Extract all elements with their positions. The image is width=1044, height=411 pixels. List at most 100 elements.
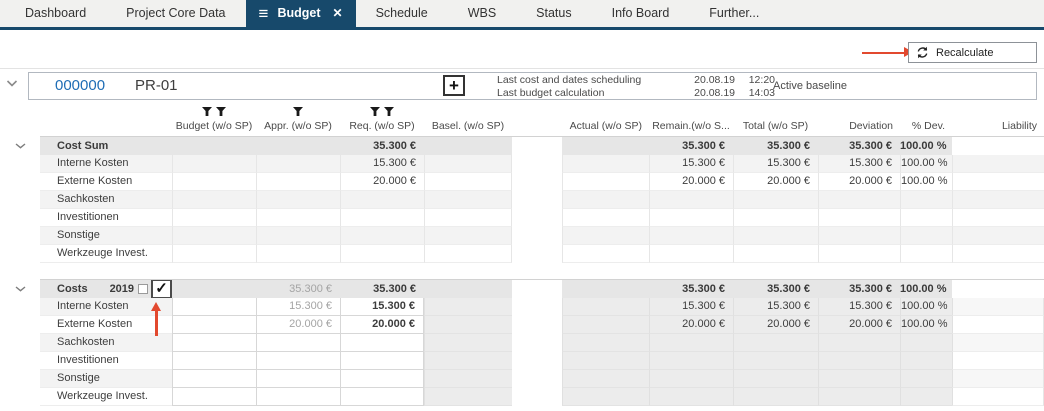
cell-remain: 15.300 € — [649, 298, 733, 316]
cell-req — [340, 245, 424, 263]
cell-liability — [952, 352, 1044, 370]
cell-actual — [562, 191, 649, 209]
cell-remain: 15.300 € — [649, 155, 733, 173]
cell-req-input[interactable]: 15.300 € — [340, 298, 424, 316]
table-gap — [512, 370, 562, 388]
cell-budget — [172, 227, 256, 245]
cell-basel — [424, 245, 512, 263]
col-req: Req. (w/o SP) — [340, 104, 424, 136]
tab-further[interactable]: Further... — [709, 6, 760, 20]
header-label-col — [40, 104, 172, 136]
section-chevron-icon[interactable] — [0, 279, 40, 299]
col-deviation: Deviation — [849, 120, 893, 132]
cell-liability — [952, 245, 1044, 263]
filter-funnel-icon[interactable] — [256, 107, 340, 116]
cell-appr — [256, 245, 340, 263]
table-gap — [512, 173, 562, 191]
cell-req-input[interactable] — [340, 388, 424, 406]
cell-appr-input[interactable] — [256, 370, 340, 388]
tab-status[interactable]: Status — [536, 6, 572, 20]
cell-req — [340, 191, 424, 209]
cell-basel — [424, 298, 512, 316]
cell-req-input[interactable] — [340, 370, 424, 388]
table-gap — [512, 334, 562, 352]
cell-actual — [562, 245, 649, 263]
cell-req-input[interactable] — [340, 334, 424, 352]
table-row: Investitionen — [0, 352, 1044, 370]
cell-req — [340, 209, 424, 227]
cell-budget — [172, 155, 256, 173]
cell-budget-input[interactable] — [172, 298, 256, 316]
add-button[interactable]: + — [443, 75, 465, 96]
cell-appr-input[interactable] — [256, 334, 340, 352]
recalculate-button[interactable]: Recalculate — [908, 42, 1037, 63]
cell-pdev — [900, 227, 952, 245]
tab-project-core-data[interactable]: Project Core Data — [126, 6, 226, 20]
hamburger-menu-icon[interactable]: ≡ — [258, 4, 269, 23]
filter-funnel-double-icon[interactable] — [172, 107, 256, 116]
cell-budget-input[interactable] — [172, 352, 256, 370]
recalculate-annotation-arrow — [862, 47, 913, 57]
cell-total — [733, 191, 818, 209]
cell-appr-input[interactable] — [256, 388, 340, 406]
cell-appr — [256, 227, 340, 245]
cell-pdev — [900, 191, 952, 209]
cell-budget-input[interactable] — [172, 316, 256, 334]
table-row: Sachkosten — [0, 191, 1044, 209]
cell-remain: 35.300 € — [649, 279, 733, 299]
tab-dashboard[interactable]: Dashboard — [25, 6, 87, 20]
cell-budget — [172, 209, 256, 227]
row-gutter — [0, 370, 40, 388]
cell-appr-input[interactable] — [256, 352, 340, 370]
section-chevron-icon[interactable] — [0, 136, 40, 156]
table-gap — [512, 155, 562, 173]
cell-liability — [952, 316, 1044, 334]
cell-liability — [952, 136, 1044, 156]
table-row: Interne Kosten 15.300 € 15.300 € 15.300 … — [0, 298, 1044, 316]
year-checkbox[interactable] — [138, 284, 149, 294]
cell-budget-input[interactable] — [172, 334, 256, 352]
col-budget: Budget (w/o SP) — [172, 104, 256, 136]
cell-req: 20.000 € — [340, 173, 424, 191]
cell-budget-input[interactable] — [172, 388, 256, 406]
cell-basel — [424, 209, 512, 227]
cell-total — [733, 209, 818, 227]
col-appr: Appr. (w/o SP) — [256, 104, 340, 136]
cell-actual — [562, 209, 649, 227]
tab-schedule[interactable]: Schedule — [375, 6, 428, 20]
cell-basel — [424, 316, 512, 334]
close-tab-icon[interactable]: ✕ — [332, 6, 343, 20]
cell-appr-input[interactable]: 15.300 € — [256, 298, 340, 316]
cell-basel — [424, 370, 512, 388]
cell-deviation: 35.300 € — [818, 136, 900, 156]
cell-appr-input[interactable]: 20.000 € — [256, 316, 340, 334]
cell-budget-input[interactable] — [172, 370, 256, 388]
filter-funnel-double-icon[interactable] — [340, 107, 424, 116]
cell-total: 15.300 € — [733, 298, 818, 316]
tab-budget[interactable]: ≡ Budget ✕ — [245, 0, 356, 27]
table-gap — [512, 298, 562, 316]
row-gutter — [0, 245, 40, 263]
cell-basel — [424, 334, 512, 352]
cell-actual — [562, 388, 649, 406]
cell-total: 35.300 € — [733, 136, 818, 156]
col-req-label: Req. (w/o SP) — [349, 120, 415, 132]
cell-liability — [952, 173, 1044, 191]
cell-remain — [649, 370, 733, 388]
col-liability: Liability — [1001, 120, 1037, 132]
project-collapse-chevron-icon[interactable] — [6, 80, 18, 87]
row-label: Sonstige — [40, 227, 172, 245]
approve-checkbox[interactable]: ✓ — [151, 280, 172, 298]
cell-total: 20.000 € — [733, 173, 818, 191]
cell-appr — [256, 155, 340, 173]
table-header-row: Budget (w/o SP) Appr. (w/o SP) Req. (w/o… — [0, 104, 1044, 136]
tab-wbs[interactable]: WBS — [467, 6, 497, 20]
row-label: Externe Kosten — [40, 316, 172, 334]
cell-req-input[interactable] — [340, 352, 424, 370]
info-label: Last cost and dates scheduling — [497, 74, 642, 86]
cell-req-input[interactable]: 20.000 € — [340, 316, 424, 334]
info-time: 12:20 — [748, 74, 775, 86]
tab-info-board[interactable]: Info Board — [611, 6, 670, 20]
cell-pdev: 100.00 % — [900, 136, 952, 156]
cell-remain: 35.300 € — [649, 136, 733, 156]
